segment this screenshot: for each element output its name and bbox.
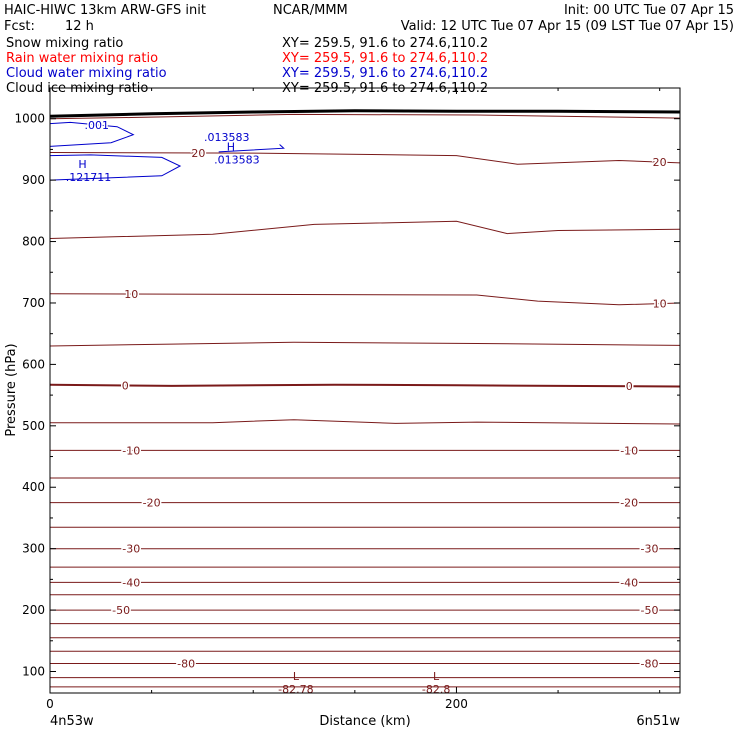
y-tick-label: 700 — [22, 296, 45, 310]
isotherm-label: -50 — [112, 604, 130, 617]
y-tick-label: 1000 — [14, 112, 45, 126]
y-tick-label: 900 — [22, 173, 45, 187]
isotherm-label: -80 — [641, 658, 659, 671]
org-label: NCAR/MMM — [273, 3, 348, 18]
contour-layer: -80 -80 -50 -50 -40 -40 -30 -30 -20 -20 -10 -10 0 0 10… — [49, 113, 681, 688]
isotherm-label: 20 — [191, 147, 205, 160]
header: HAIC-HIWC 13km ARW-GFS init NCAR/MMM Ini… — [4, 3, 734, 34]
cloud-water-label: .013583 — [204, 131, 250, 144]
isotherm-label: -10 — [122, 444, 140, 457]
x-axis-title: Distance (km) — [319, 714, 410, 729]
extremum-value: .013583 — [214, 154, 260, 167]
endpoint-right: 6n51w — [636, 714, 680, 729]
isotherm-line — [49, 113, 681, 120]
isotherm-line — [49, 293, 681, 306]
ground-surface-line — [49, 109, 681, 118]
y-tick-label: 200 — [22, 603, 45, 617]
cloud-water-contour — [218, 144, 285, 153]
isotherm-label: -80 — [177, 658, 195, 671]
y-tick-label: 500 — [22, 419, 45, 433]
isotherm-line — [49, 220, 681, 239]
x-tick-label: 0 — [46, 697, 54, 711]
high-marker: H — [78, 158, 86, 171]
field-xy-cloud-water: XY= 259.5, 91.6 to 274.6,110.2 — [282, 66, 488, 81]
y-axis-title: Pressure (hPa) — [4, 343, 19, 436]
run-title: HAIC-HIWC 13km ARW-GFS init — [4, 3, 206, 18]
cloud-water-label: .001 — [84, 119, 109, 132]
isotherm-label: -40 — [122, 576, 140, 589]
ground-layer — [49, 109, 681, 118]
valid-time: Valid: 12 UTC Tue 07 Apr 15 (09 LST Tue … — [401, 19, 734, 34]
isotherm-line — [49, 383, 681, 388]
isotherm-label: -50 — [641, 604, 659, 617]
field-name-cloud-water: Cloud water mixing ratio — [6, 66, 167, 81]
isotherm-label: 0 — [626, 380, 633, 393]
isotherm-label: -10 — [620, 444, 638, 457]
isotherm-label: -30 — [641, 543, 659, 556]
cloud-water-contour — [49, 154, 182, 181]
low-marker: L — [433, 670, 440, 683]
isotherm-label: 20 — [653, 156, 667, 169]
isotherm-line — [49, 341, 681, 347]
isotherm-line — [50, 419, 681, 425]
extremum-value: .121711 — [66, 171, 112, 184]
y-tick-label: 400 — [22, 480, 45, 494]
y-tick-label: 800 — [22, 235, 45, 249]
field-xy-rain: XY= 259.5, 91.6 to 274.6,110.2 — [282, 51, 488, 66]
isotherm-label: -30 — [122, 543, 140, 556]
isotherm-label: -20 — [143, 497, 161, 510]
isotherm-label: -40 — [620, 576, 638, 589]
extremum-value: -82.78 — [278, 683, 313, 696]
fcst-value: 12 h — [65, 19, 94, 34]
isotherm-line — [49, 152, 681, 165]
x-tick-label: 200 — [445, 697, 468, 711]
cloud-water-contour — [49, 121, 135, 147]
field-name-snow: Snow mixing ratio — [6, 36, 123, 51]
extremum-value: -82.8 — [422, 683, 450, 696]
isotherm-label: 10 — [124, 288, 138, 301]
isotherm-label: 0 — [122, 379, 129, 392]
field-legend: Snow mixing ratio XY= 259.5, 91.6 to 274… — [6, 36, 488, 96]
fcst-label: Fcst: — [4, 19, 35, 34]
endpoint-left: 4n53w — [50, 714, 94, 729]
y-tick-label: 300 — [22, 542, 45, 556]
init-time: Init: 00 UTC Tue 07 Apr 15 — [564, 3, 734, 18]
field-xy-snow: XY= 259.5, 91.6 to 274.6,110.2 — [282, 36, 488, 51]
plot-frame — [49, 87, 681, 694]
high-marker: H — [227, 141, 235, 154]
isotherm-label: -20 — [620, 497, 638, 510]
cloud-water-layer: .001 .013583 — [49, 117, 285, 181]
field-name-rain: Rain water mixing ratio — [6, 51, 158, 66]
y-tick-label: 600 — [22, 357, 45, 371]
isotherm-label: 10 — [653, 298, 667, 311]
y-tick-label: 100 — [22, 665, 45, 679]
low-marker: L — [293, 670, 300, 683]
